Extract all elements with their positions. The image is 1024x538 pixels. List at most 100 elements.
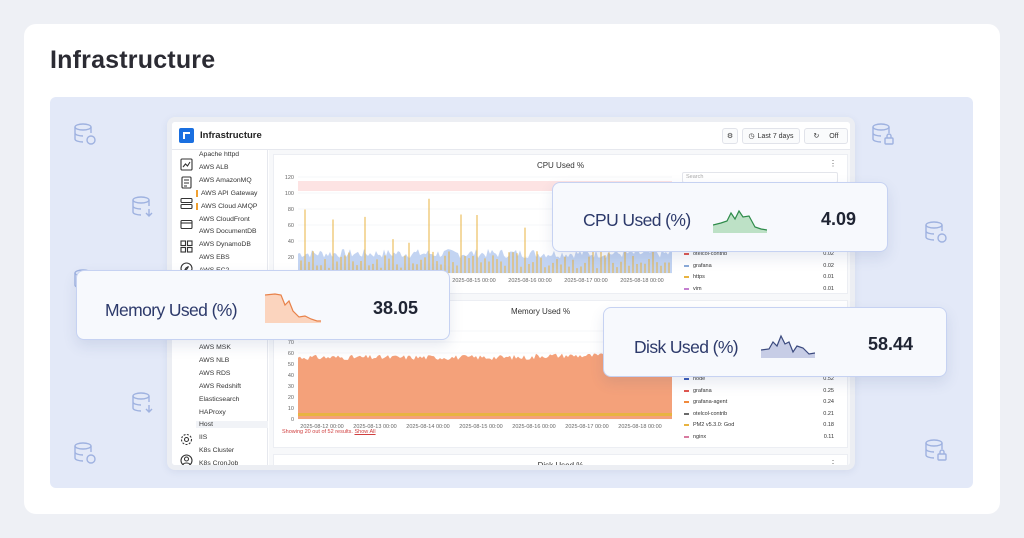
legend-name: grafana: [693, 387, 712, 394]
legend-value: 0.02: [823, 251, 834, 257]
sidebar-item[interactable]: AWS DynamoDB: [199, 241, 251, 249]
legend-item[interactable]: otelcol-contrib: [684, 411, 727, 417]
database-lock-icon: [870, 121, 896, 147]
top-bar: Infrastructure ⚙ ◷ Last 7 days ↻ Off: [172, 122, 850, 150]
legend-item[interactable]: grafana: [684, 388, 712, 394]
disk-sparkline: [761, 334, 815, 358]
legend-value: 0.11: [823, 433, 834, 440]
sidebar-item[interactable]: AWS EBS: [199, 254, 230, 262]
legend-swatch: [684, 264, 689, 267]
settings-button[interactable]: ⚙: [722, 128, 738, 144]
sidebar-item[interactable]: AWS Cloud AMQP: [196, 202, 268, 210]
gear-icon[interactable]: [180, 433, 193, 446]
legend-item[interactable]: node: [684, 376, 705, 382]
legend-name: otelcol-contrib: [693, 251, 728, 257]
refresh-button[interactable]: ↻ Off: [804, 128, 848, 144]
sidebar-item[interactable]: K8s CronJob: [199, 460, 239, 468]
x-tick-label: 2025-08-16 00:00: [512, 424, 555, 430]
sidebar-item[interactable]: AWS MSK: [199, 344, 231, 351]
y-tick-label: 120: [285, 175, 294, 181]
document-icon[interactable]: [180, 176, 193, 189]
cpu-metric-card: CPU Used (%) 4.09: [552, 182, 888, 252]
sidebar-item[interactable]: AWS CloudFront: [199, 215, 250, 223]
sidebar-item[interactable]: AWS API Gateway: [196, 189, 268, 197]
user-icon[interactable]: [180, 454, 193, 465]
card-icon[interactable]: [180, 218, 193, 231]
legend-item[interactable]: vim: [684, 286, 702, 292]
sidebar-item[interactable]: AWS ALB: [199, 163, 229, 171]
legend-item[interactable]: PM2 v5.3.0: God: [684, 422, 734, 428]
series-area: [298, 353, 672, 419]
legend-name: vim: [693, 285, 702, 292]
sidebar-item[interactable]: AWS AmazonMQ: [199, 176, 252, 184]
metric-label: CPU Used (%): [583, 210, 691, 230]
sidebar-item[interactable]: AWS RDS: [199, 369, 231, 377]
legend-swatch: [684, 424, 689, 426]
memory-metric-card: Memory Used (%) 38.05: [76, 270, 450, 340]
chart-title: CPU Used %: [536, 161, 585, 170]
page-title: Infrastructure: [50, 46, 216, 74]
sidebar-item[interactable]: K8s Cluster: [199, 447, 235, 455]
legend-value: 0.02: [823, 262, 834, 269]
app-logo: [179, 128, 194, 143]
legend-value: 0.01: [823, 274, 834, 280]
x-tick-label: 2025-08-12 00:00: [300, 424, 343, 430]
legend-name: nginx: [693, 433, 707, 440]
chart-icon[interactable]: [180, 158, 193, 171]
more-options-icon[interactable]: ⋮: [829, 159, 837, 168]
legend-name: grafana-agent: [693, 399, 728, 405]
legend-item[interactable]: grafana-agent: [684, 399, 727, 405]
grid-icon[interactable]: [180, 240, 193, 253]
time-range-label: Last 7 days: [757, 132, 794, 140]
y-tick-label: 50: [288, 362, 294, 368]
legend-swatch: [684, 412, 689, 415]
legend-item[interactable]: https: [684, 274, 705, 280]
more-options-icon[interactable]: ⋮: [829, 459, 837, 468]
legend-item[interactable]: otelcol-contrib: [684, 251, 727, 257]
y-tick-label: 100: [285, 191, 294, 197]
chart-title: Disk Used %: [537, 461, 584, 470]
x-tick-label: 2025-08-17 00:00: [565, 424, 608, 430]
database-icon: [72, 440, 98, 466]
metric-value: 38.05: [373, 298, 419, 318]
legend-name: otelcol-contrib: [693, 410, 728, 417]
sidebar-item[interactable]: AWS NLB: [199, 356, 230, 364]
sidebar-item[interactable]: Host: [196, 421, 268, 429]
chart-title: Memory Used %: [510, 307, 571, 316]
show-all-link[interactable]: Show All: [354, 429, 376, 435]
legend-item[interactable]: nginx: [684, 434, 706, 440]
sidebar-item[interactable]: AWS Redshift: [199, 382, 242, 390]
metric-value: 4.09: [821, 209, 857, 229]
refresh-label: Off: [829, 132, 839, 140]
legend-name: node: [693, 376, 706, 382]
legend-swatch: [684, 276, 689, 278]
server-icon[interactable]: [180, 197, 193, 210]
sidebar-item[interactable]: IIS: [199, 434, 208, 442]
database-icon: [130, 194, 156, 220]
sidebar-item[interactable]: Elasticsearch: [199, 395, 240, 403]
y-tick-label: 80: [288, 207, 294, 213]
legend-name: https: [693, 274, 705, 280]
y-tick-label: 0: [291, 417, 294, 423]
legend-swatch: [684, 435, 689, 438]
legend-name: PM2 v5.3.0: God: [693, 422, 735, 428]
y-tick-label: 10: [288, 406, 294, 412]
memory-sparkline: [265, 293, 321, 323]
legend-swatch: [684, 378, 689, 380]
y-tick-label: 30: [288, 384, 294, 390]
x-tick-label: 2025-08-17 00:00: [564, 278, 607, 284]
time-range-button[interactable]: ◷ Last 7 days: [742, 128, 800, 144]
legend-value: 0.24: [823, 399, 834, 405]
sidebar-item[interactable]: Apache httpd: [199, 151, 240, 158]
legend-value: 0.52: [823, 376, 834, 382]
legend-value: 0.18: [823, 422, 834, 428]
sidebar-item[interactable]: HAProxy: [199, 408, 226, 416]
y-tick-label: 40: [288, 239, 294, 245]
sidebar-item[interactable]: AWS DocumentDB: [199, 228, 257, 236]
x-tick-label: 2025-08-18 00:00: [618, 424, 661, 430]
database-icon: [923, 219, 949, 245]
x-tick-label: 2025-08-14 00:00: [406, 424, 449, 430]
x-tick-label: 2025-08-15 00:00: [459, 424, 502, 430]
legend-item[interactable]: grafana: [684, 263, 712, 269]
disk-chart-panel: Disk Used % ⋮: [273, 454, 848, 470]
